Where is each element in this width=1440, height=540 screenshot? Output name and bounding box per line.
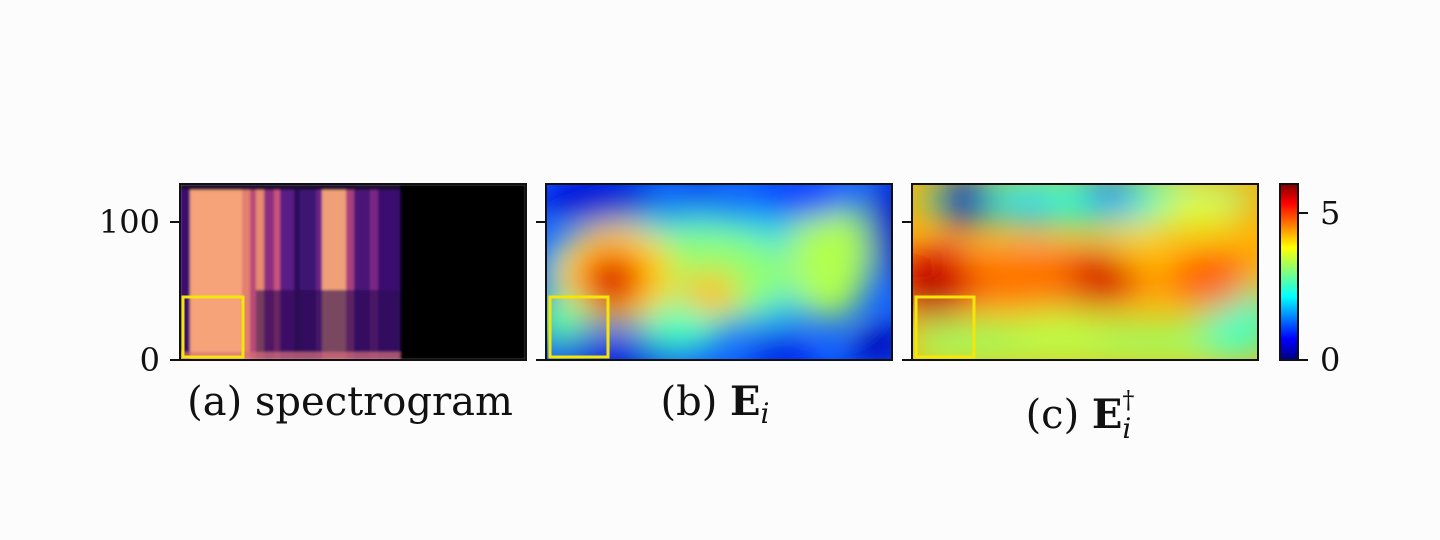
panel-a-caption-text: spectrogram [255,379,513,425]
panel-a-highlight-box [181,295,245,359]
panel-c-heatmap: (c) E† i [902,183,1259,445]
panel-b-frame [545,183,893,361]
panel-c-caption-superscript: † [1122,386,1134,414]
spectrogram-image [180,184,526,360]
panel-b-caption-symbol: E [730,378,761,425]
panel-b-heatmap: (b) Ei [536,183,893,430]
panel-a-caption-prefix: (a) [187,379,242,425]
panel-c-highlight-box [914,295,976,359]
panel-a-caption: (a) spectrogram [187,379,513,425]
colorbar-tick-label-5: 5 [1320,194,1340,232]
panel-a-spectrogram: 100 0 (a) spectrogram [99,183,527,425]
colorbar-tick-label-0: 0 [1320,341,1340,379]
panel-b-caption-subscript: i [761,397,770,430]
colorbar: 5 0 [1279,183,1340,379]
heatmap-b-image [546,184,892,360]
panel-c-caption-symbol: E [1092,391,1123,438]
y-tick-label-100: 100 [99,203,160,241]
panel-b-highlight-box [548,295,610,359]
panel-b-caption: (b) Ei [660,378,769,430]
panel-c-frame [911,183,1259,361]
panel-a-frame [179,183,527,361]
heatmap-c-image [912,184,1258,360]
panel-c-caption: (c) E† i [1026,386,1135,445]
panel-c-caption-prefix: (c) [1026,392,1080,438]
colorbar-gradient [1279,183,1299,361]
panel-b-caption-prefix: (b) [660,379,717,425]
panel-c-caption-subscript: i [1122,412,1131,445]
y-tick-label-0: 0 [140,341,160,379]
